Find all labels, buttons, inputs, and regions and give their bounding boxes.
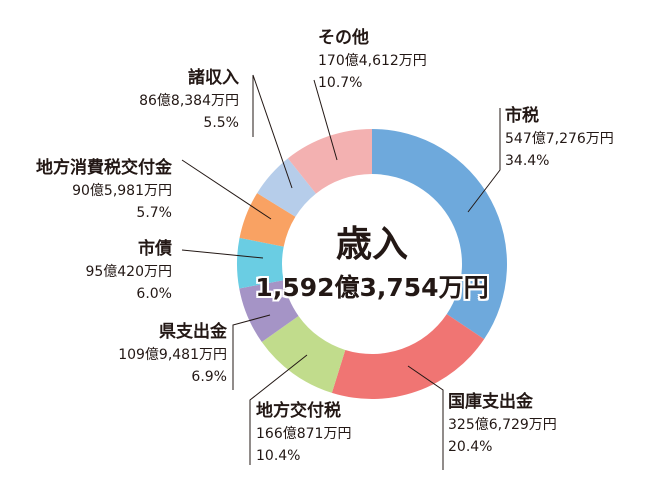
leader-line-shizei	[467, 108, 501, 213]
label-shizei: 市税 547億7,276万円 34.4%	[505, 104, 614, 172]
label-amount: 547億7,276万円	[505, 131, 614, 147]
leader-line-chihokofu	[249, 354, 308, 465]
label-shoshunyu: 諸収入 86億8,384万円 5.5%	[139, 66, 239, 134]
slice-6	[257, 158, 316, 217]
label-amount: 90億5,981万円	[72, 183, 172, 199]
label-percent: 6.9%	[191, 369, 227, 385]
slice-0	[372, 129, 507, 340]
leader-line-kenshishutsu	[232, 314, 271, 390]
leader-line-kokko	[407, 365, 444, 470]
label-name: 国庫支出金	[448, 392, 533, 412]
label-percent: 6.0%	[136, 286, 172, 302]
slice-7	[287, 129, 372, 194]
slice-4	[237, 237, 284, 289]
label-percent: 34.4%	[505, 153, 550, 169]
label-name: 市税	[505, 106, 539, 126]
label-amount: 95億420万円	[85, 264, 172, 280]
leader-line-shisai	[181, 249, 264, 259]
label-percent: 20.4%	[448, 439, 493, 455]
leader-line-shoshunyu	[252, 74, 293, 189]
label-kenshishutsu: 県支出金 109億9,481万円 6.9%	[118, 320, 227, 388]
label-amount: 170億4,612万円	[318, 53, 427, 69]
label-shisai: 市債 95億420万円 6.0%	[85, 237, 172, 305]
label-percent: 5.7%	[136, 205, 172, 221]
label-percent: 10.7%	[318, 75, 363, 91]
center-total: 1,592億3,754万円	[255, 273, 489, 302]
label-name: 市債	[138, 239, 172, 259]
label-chihokofu: 地方交付税 166億871万円 10.4%	[256, 399, 351, 467]
slice-5	[239, 193, 296, 247]
label-percent: 10.4%	[256, 448, 301, 464]
label-name: 地方交付税	[256, 401, 341, 421]
label-amount: 109億9,481万円	[118, 347, 227, 363]
label-chihoshohi: 地方消費税交付金 90億5,981万円 5.7%	[36, 156, 172, 224]
label-sonota: その他 170億4,612万円 10.7%	[318, 26, 427, 94]
slice-1	[331, 314, 485, 399]
label-amount: 166億871万円	[256, 426, 352, 442]
label-name: 諸収入	[188, 68, 239, 88]
label-amount: 86億8,384万円	[139, 93, 239, 109]
center-title: 歳入	[335, 224, 408, 265]
leader-line-chihoshohi	[181, 159, 272, 220]
label-name: 県支出金	[159, 322, 227, 342]
leader-line-sonota	[313, 79, 338, 161]
label-percent: 5.5%	[203, 115, 239, 131]
label-kokko: 国庫支出金 325億6,729万円 20.4%	[448, 390, 557, 458]
slice-3	[239, 280, 299, 342]
label-name: その他	[318, 28, 369, 48]
slice-2	[261, 315, 346, 393]
label-amount: 325億6,729万円	[448, 417, 557, 433]
label-name: 地方消費税交付金	[36, 158, 172, 178]
